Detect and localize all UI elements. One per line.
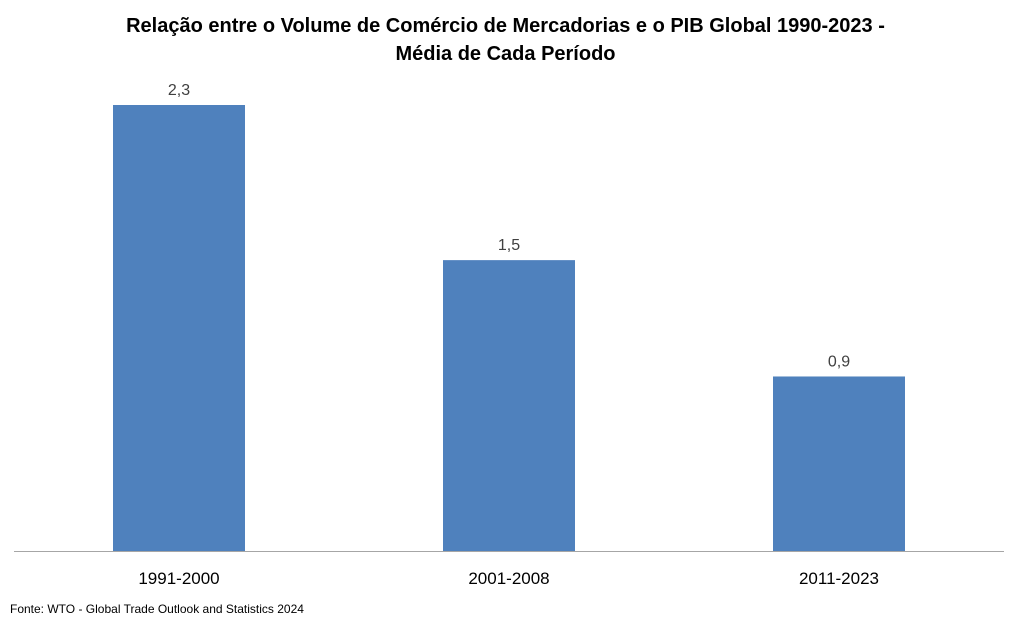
category-label: 1991-2000 (138, 569, 219, 588)
bar-value-label: 0,9 (828, 353, 850, 370)
category-label: 2011-2023 (799, 569, 879, 588)
bar-2011-2023 (773, 376, 905, 551)
bar-2001-2008 (443, 260, 575, 551)
chart-title: Relação entre o Volume de Comércio de Me… (0, 12, 1011, 68)
bar-value-label: 1,5 (498, 237, 520, 254)
bar-1991-2000 (113, 105, 245, 551)
bar-value-label: 2,3 (168, 82, 190, 99)
category-label: 2001-2008 (468, 569, 549, 588)
chart-title-line-1: Relação entre o Volume de Comércio de Me… (126, 15, 885, 37)
chart-title-line-2: Média de Cada Período (395, 43, 616, 65)
source-note: Fonte: WTO - Global Trade Outlook and St… (10, 602, 304, 616)
